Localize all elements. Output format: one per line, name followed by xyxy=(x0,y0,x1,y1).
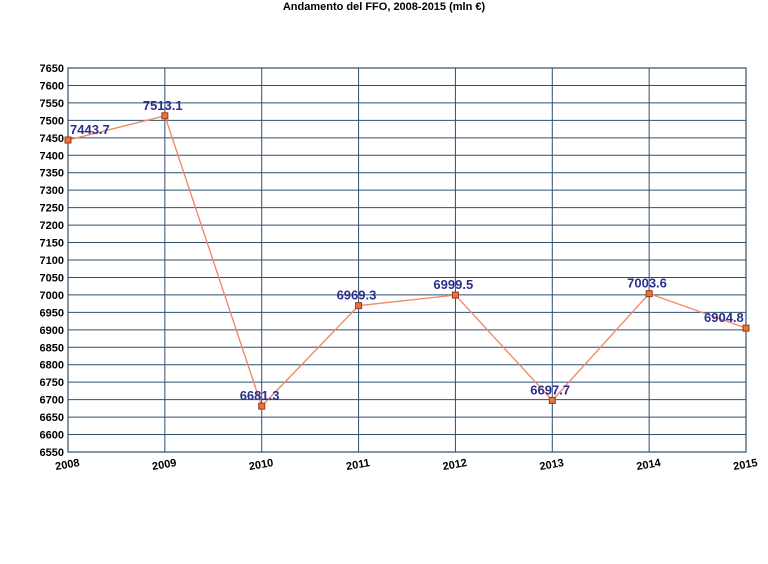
y-tick-label: 7000 xyxy=(40,290,64,302)
y-tick-label: 6650 xyxy=(40,412,64,424)
y-tick-label: 6600 xyxy=(40,430,64,442)
y-tick-label: 6950 xyxy=(40,307,64,319)
y-tick-label: 6850 xyxy=(40,342,64,354)
y-tick-label: 6700 xyxy=(40,395,64,407)
x-tick-label: 2008 xyxy=(54,457,80,473)
y-tick-label: 7300 xyxy=(40,185,64,197)
x-tick-label: 2010 xyxy=(248,457,274,473)
y-tick-label: 7050 xyxy=(40,272,64,284)
y-tick-label: 7650 xyxy=(40,63,64,75)
x-axis: 2008 2009 2010 2011 2012 2013 2014 2015 xyxy=(54,457,758,473)
x-tick-label: 2011 xyxy=(345,457,371,473)
y-tick-label: 7250 xyxy=(40,203,64,215)
x-tick-label: 2009 xyxy=(151,457,177,473)
data-point xyxy=(451,291,459,299)
y-tick-label: 7200 xyxy=(40,220,64,232)
y-tick-label: 7400 xyxy=(40,150,64,162)
data-label: 7003.6 xyxy=(627,276,667,291)
data-point xyxy=(258,402,266,410)
y-tick-label: 6550 xyxy=(40,447,64,459)
data-label: 6999.5 xyxy=(433,277,473,292)
data-label: 6697.7 xyxy=(530,382,570,397)
y-tick-label: 7100 xyxy=(40,255,64,267)
y-tick-label: 7500 xyxy=(40,115,64,127)
data-label: 6969.3 xyxy=(337,288,377,303)
data-label: 6681.3 xyxy=(240,388,280,403)
y-tick-label: 6750 xyxy=(40,377,64,389)
data-label: 7443.7 xyxy=(70,122,110,137)
data-point xyxy=(645,290,653,298)
data-point xyxy=(742,324,750,332)
series-line xyxy=(67,114,747,408)
y-tick-label: 7450 xyxy=(40,133,64,145)
series xyxy=(64,112,750,410)
x-tick-label: 2013 xyxy=(539,457,565,473)
y-tick-label: 6900 xyxy=(40,325,64,337)
data-point xyxy=(355,302,363,310)
y-axis: 6550 6600 6650 6700 6750 6800 6850 6900 6950 7000… xyxy=(40,63,64,459)
y-tick-label: 7350 xyxy=(40,168,64,180)
x-tick-label: 2012 xyxy=(442,457,468,473)
x-tick-label: 2014 xyxy=(636,457,663,473)
y-tick-label: 6800 xyxy=(40,360,64,372)
y-tick-label: 7550 xyxy=(40,98,64,110)
data-point xyxy=(548,396,556,404)
data-labels: 7443.7 7513.1 6681.3 6969.3 6999.5 6697.7 7003… xyxy=(70,98,744,403)
data-point xyxy=(161,112,169,120)
grid xyxy=(67,67,747,453)
y-tick-label: 7600 xyxy=(40,80,64,92)
data-label: 6904.8 xyxy=(704,310,744,325)
chart-title: Andamento del FFO, 2008-2015 (mln €) xyxy=(282,1,486,13)
y-tick-label: 7150 xyxy=(40,238,64,250)
x-tick-label: 2015 xyxy=(732,457,758,473)
data-point xyxy=(64,136,72,144)
plot-frame xyxy=(67,67,747,453)
data-label: 7513.1 xyxy=(143,98,183,113)
